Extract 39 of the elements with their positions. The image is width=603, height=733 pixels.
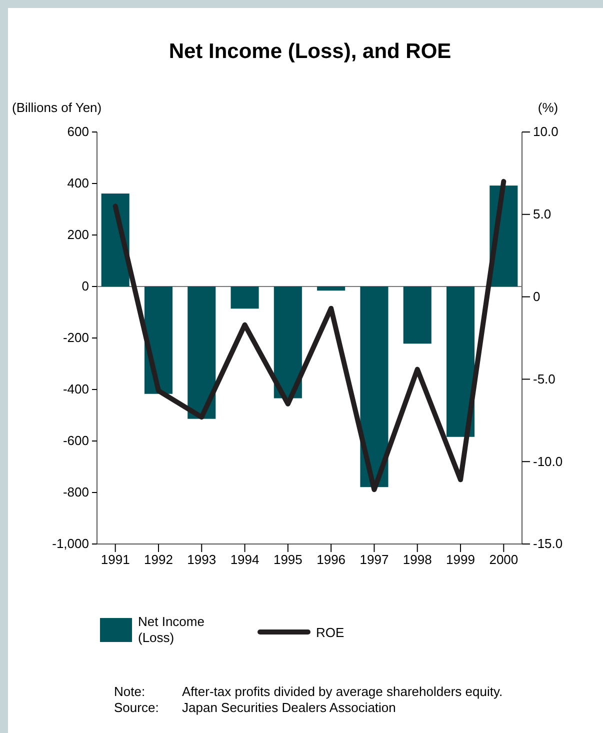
y2-tick-label: 5.0 bbox=[533, 206, 552, 222]
y2-tick-label: -5.0 bbox=[533, 371, 556, 386]
y-tick-label: -600 bbox=[62, 433, 89, 448]
y2-tick-label: -15.0 bbox=[533, 536, 563, 552]
y-tick-label: 400 bbox=[67, 176, 89, 191]
y-axis-title: (Billions of Yen) bbox=[12, 100, 102, 115]
x-tick-label: 1995 bbox=[273, 552, 302, 568]
y-tick-label: -1,000 bbox=[52, 536, 89, 552]
y-tick-label: -800 bbox=[62, 484, 89, 500]
bar bbox=[360, 286, 388, 488]
y2-axis-title: (%) bbox=[538, 100, 558, 115]
bar bbox=[230, 286, 259, 309]
bar bbox=[446, 286, 475, 437]
x-tick-label: 1996 bbox=[316, 552, 346, 568]
x-tick-label: 1998 bbox=[402, 552, 432, 568]
bar bbox=[188, 286, 216, 419]
x-tick-label: 1999 bbox=[446, 552, 475, 568]
text: Note: After-tax profits divided by average shareholders equity. bbox=[114, 684, 503, 699]
y-tick-label: 0 bbox=[82, 278, 89, 294]
bar bbox=[403, 286, 432, 344]
x-tick-label: 2000 bbox=[489, 552, 518, 568]
bar bbox=[317, 286, 346, 291]
text: Source: Japan Securities Dealers Association bbox=[114, 700, 396, 715]
x-tick-label: 1991 bbox=[100, 552, 130, 568]
y2-tick-label: 10.0 bbox=[533, 124, 558, 140]
x-tick-label: 1993 bbox=[187, 552, 216, 568]
y-tick-label: -200 bbox=[62, 330, 89, 346]
y-tick-label: -400 bbox=[62, 382, 89, 397]
chart-title: Net Income (Loss), and ROE bbox=[168, 40, 452, 63]
x-tick-label: 1992 bbox=[144, 552, 173, 568]
y-tick-label: 200 bbox=[67, 227, 89, 242]
x-tick-label: 1994 bbox=[230, 552, 260, 568]
y2-tick-label: 0 bbox=[533, 288, 540, 304]
x-tick-label: 1997 bbox=[360, 552, 389, 568]
legend-label: Net Income (Loss) bbox=[138, 614, 204, 645]
legend-label: ROE bbox=[316, 625, 344, 640]
y2-tick-label: -10.0 bbox=[533, 454, 563, 469]
bar bbox=[274, 286, 302, 398]
y-tick-label: 600 bbox=[67, 124, 89, 140]
